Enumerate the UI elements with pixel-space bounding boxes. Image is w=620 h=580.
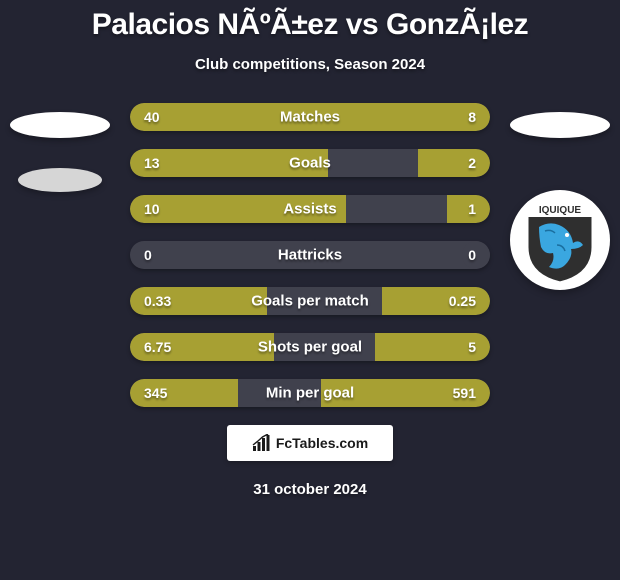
stat-row: 13 Goals 2 <box>130 149 490 177</box>
chart-icon <box>252 434 272 452</box>
club-badge-circle: IQUIQUE <box>510 190 610 290</box>
stat-value-right: 2 <box>468 155 476 171</box>
stat-label: Assists <box>283 201 336 218</box>
stat-value-left: 6.75 <box>144 339 171 355</box>
stat-row: 40 Matches 8 <box>130 103 490 131</box>
stat-row: 0 Hattricks 0 <box>130 241 490 269</box>
stats-area: 40Matches813Goals210Assists10Hattricks00… <box>130 103 490 407</box>
stat-label: Shots per goal <box>258 339 362 356</box>
stat-value-right: 1 <box>468 201 476 217</box>
stat-value-right: 5 <box>468 339 476 355</box>
stat-label: Goals <box>289 155 331 172</box>
stat-value-left: 13 <box>144 155 160 171</box>
right-team-badges: IQUIQUE <box>510 112 610 290</box>
page-title: Palacios NÃºÃ±ez vs GonzÃ¡lez <box>0 8 620 42</box>
stat-label: Goals per match <box>251 293 369 310</box>
stat-row: 6.75 Shots per goal 5 <box>130 333 490 361</box>
stat-value-left: 0 <box>144 247 152 263</box>
club-shield: IQUIQUE <box>521 195 599 285</box>
stat-value-left: 345 <box>144 385 167 401</box>
stat-value-left: 40 <box>144 109 160 125</box>
stat-value-left: 10 <box>144 201 160 217</box>
source-text: FcTables.com <box>276 435 368 451</box>
stat-value-right: 8 <box>468 109 476 125</box>
stat-label: Min per goal <box>266 385 354 402</box>
team-badge-ellipse <box>10 112 110 138</box>
shield-icon: IQUIQUE <box>521 195 599 285</box>
source-badge: FcTables.com <box>227 425 393 461</box>
team-badge-ellipse-secondary <box>18 168 102 192</box>
bar-left <box>130 103 400 131</box>
stat-row: 10 Assists 1 <box>130 195 490 223</box>
subtitle: Club competitions, Season 2024 <box>0 56 620 73</box>
stat-row: 0.33 Goals per match 0.25 <box>130 287 490 315</box>
infographic-container: Palacios NÃºÃ±ez vs GonzÃ¡lez Club compe… <box>0 0 620 580</box>
team-badge-ellipse <box>510 112 610 138</box>
stat-row: 345 Min per goal 591 <box>130 379 490 407</box>
stat-value-right: 0.25 <box>449 293 476 309</box>
left-team-badges <box>10 112 110 192</box>
footer-date: 31 october 2024 <box>0 481 620 498</box>
stat-value-right: 0 <box>468 247 476 263</box>
stat-label: Hattricks <box>278 247 342 264</box>
bar-right <box>400 103 490 131</box>
bar-right <box>418 149 490 177</box>
stat-value-left: 0.33 <box>144 293 171 309</box>
stat-value-right: 591 <box>453 385 476 401</box>
stat-label: Matches <box>280 109 340 126</box>
club-name-text: IQUIQUE <box>539 205 582 216</box>
